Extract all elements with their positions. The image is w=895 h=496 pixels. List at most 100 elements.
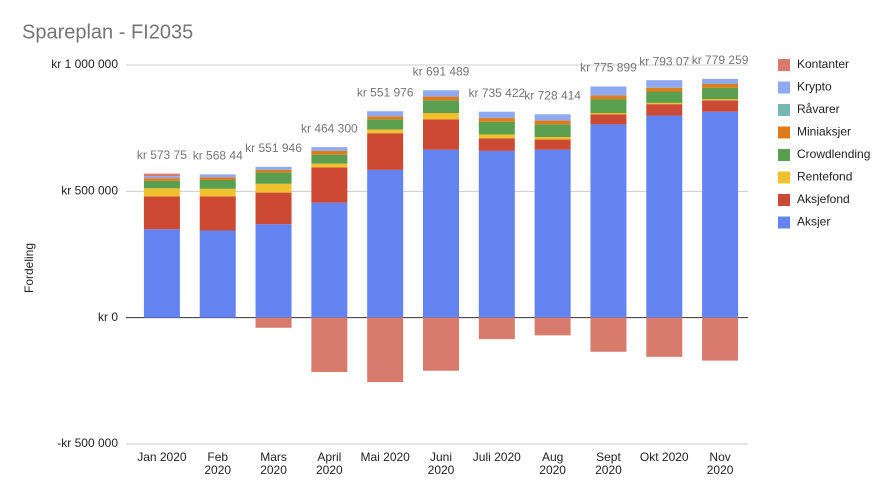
bar-segment: [534, 124, 571, 138]
x-tick-label: Sept 2020: [595, 450, 622, 477]
x-tick-label: Okt 2020: [640, 450, 689, 464]
bar-segment: [590, 99, 627, 114]
bar-segment: [590, 114, 627, 125]
bar-segment: [590, 124, 627, 318]
bar-segment: [423, 119, 459, 150]
bar-segment: [646, 115, 683, 318]
x-tick-label: Juni 2020: [428, 450, 455, 477]
total-label: kr 551 946: [245, 141, 302, 155]
total-label: kr 779 259: [692, 53, 749, 67]
total-label: kr 573 75: [137, 148, 187, 162]
bar-segment: [590, 86, 627, 96]
bar-segment: [534, 114, 571, 121]
y-tick-label: kr 1 000 000: [51, 57, 118, 71]
legend-label: Miniaksjer: [797, 125, 851, 139]
bar-segment: [702, 99, 739, 101]
bar-segment: [311, 317, 348, 372]
bar-segment: [367, 119, 404, 130]
legend-label: Aksjer: [797, 215, 830, 229]
bar-segment: [143, 178, 180, 181]
legend-swatch: [778, 216, 790, 229]
bar-segment: [423, 317, 459, 371]
bar-segment: [311, 150, 348, 155]
x-tick-label: Jan 2020: [137, 450, 187, 464]
bar-segment: [255, 172, 292, 184]
legend-label: Kontanter: [797, 57, 849, 71]
bar-segment: [255, 317, 292, 328]
bar-segment: [311, 163, 348, 168]
total-label: kr 793 07: [639, 54, 689, 68]
bar-segment: [367, 111, 404, 117]
bar-segment: [199, 177, 236, 180]
total-label: kr 775 899: [580, 61, 637, 75]
bar-segment: [702, 317, 739, 361]
bar-segment: [367, 129, 404, 134]
bar-segment: [646, 102, 683, 105]
bar-segment: [143, 188, 180, 197]
bar-segment: [367, 169, 404, 318]
bar-segment: [423, 96, 459, 101]
total-label: kr 728 414: [524, 88, 581, 102]
y-tick-label: -kr 500 000: [57, 436, 118, 450]
bar-segment: [143, 173, 180, 177]
bar-segment: [478, 150, 515, 318]
bar-segment: [311, 154, 348, 164]
bar-segment: [534, 120, 571, 125]
legend-swatch: [778, 104, 790, 116]
bar-segment: [478, 134, 515, 139]
bar-segment: [478, 121, 515, 135]
bar-segment: [143, 180, 180, 189]
legend-swatch: [778, 126, 790, 139]
bar-segment: [255, 224, 292, 318]
bar-segment: [646, 80, 683, 88]
bar-segment: [143, 229, 180, 318]
bar-segment: [702, 78, 739, 84]
bar-segment: [646, 91, 683, 103]
bar-segment: [478, 118, 515, 122]
bar-segment: [255, 169, 292, 173]
x-tick-label: Mai 2020: [360, 450, 410, 464]
bar-segment: [423, 149, 459, 318]
total-label: kr 551 976: [357, 85, 414, 99]
bar-segment: [590, 113, 627, 115]
legend-label: Crowdlending: [797, 147, 870, 161]
x-tick-label: Nov 2020: [707, 450, 734, 477]
legend-swatch: [778, 149, 790, 161]
bar-segment: [646, 317, 683, 357]
legend-swatch: [778, 194, 790, 206]
bar-segment: [702, 83, 739, 88]
bar-segment: [199, 179, 236, 189]
bar-segment: [478, 138, 515, 151]
bar-segment: [199, 188, 236, 197]
legend-label: Rentefond: [797, 170, 852, 184]
bar-segment: [199, 230, 236, 318]
bar-segment: [702, 100, 739, 112]
total-label: kr 568 44: [193, 149, 243, 163]
bar-segment: [311, 167, 348, 203]
bar-segment: [255, 192, 292, 225]
bar-segment: [255, 183, 292, 193]
bar-segment: [423, 90, 459, 97]
legend-swatch: [778, 81, 790, 94]
bar-segment: [534, 149, 571, 318]
bar-segment: [646, 87, 683, 92]
legend-label: Råvarer: [797, 102, 840, 116]
bar-segment: [534, 137, 571, 140]
bar-segment: [478, 111, 515, 119]
x-tick-label: Feb 2020: [204, 450, 231, 477]
bar-segment: [702, 111, 739, 318]
y-axis-label: Fordeling: [22, 243, 36, 293]
x-tick-label: Juli 2020: [473, 450, 521, 464]
bar-segment: [423, 100, 459, 114]
bar-segment: [311, 147, 348, 151]
bar-segment: [367, 133, 404, 170]
bar-segment: [478, 317, 515, 340]
bar-segment: [534, 139, 571, 150]
x-tick-label: Aug 2020: [539, 450, 566, 477]
bar-segment: [143, 196, 180, 230]
legend-swatch: [778, 59, 790, 71]
chart-title: Spareplan - FI2035: [22, 21, 193, 43]
total-label: kr 735 422: [468, 86, 525, 100]
legend-label: Krypto: [797, 80, 832, 94]
